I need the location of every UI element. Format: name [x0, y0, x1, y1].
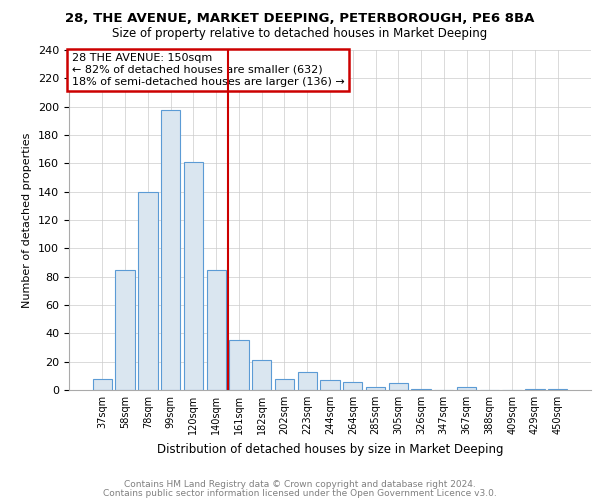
Bar	[343, 382, 362, 390]
Text: 28 THE AVENUE: 150sqm
← 82% of detached houses are smaller (632)
18% of semi-det: 28 THE AVENUE: 150sqm ← 82% of detached …	[71, 54, 344, 86]
Text: Size of property relative to detached houses in Market Deeping: Size of property relative to detached ho…	[112, 28, 488, 40]
Bar	[138, 192, 158, 390]
Text: 28, THE AVENUE, MARKET DEEPING, PETERBOROUGH, PE6 8BA: 28, THE AVENUE, MARKET DEEPING, PETERBOR…	[65, 12, 535, 26]
Text: Contains HM Land Registry data © Crown copyright and database right 2024.: Contains HM Land Registry data © Crown c…	[124, 480, 476, 489]
Bar	[252, 360, 271, 390]
Bar	[184, 162, 203, 390]
Bar	[93, 378, 112, 390]
Bar	[275, 378, 294, 390]
Bar	[457, 387, 476, 390]
Bar	[229, 340, 248, 390]
Bar	[298, 372, 317, 390]
Y-axis label: Number of detached properties: Number of detached properties	[22, 132, 32, 308]
Bar	[320, 380, 340, 390]
Bar	[115, 270, 135, 390]
Bar	[525, 388, 545, 390]
Bar	[412, 388, 431, 390]
Text: Contains public sector information licensed under the Open Government Licence v3: Contains public sector information licen…	[103, 488, 497, 498]
Bar	[389, 383, 408, 390]
Bar	[366, 387, 385, 390]
Bar	[161, 110, 181, 390]
X-axis label: Distribution of detached houses by size in Market Deeping: Distribution of detached houses by size …	[157, 442, 503, 456]
Bar	[548, 388, 567, 390]
Bar	[206, 270, 226, 390]
